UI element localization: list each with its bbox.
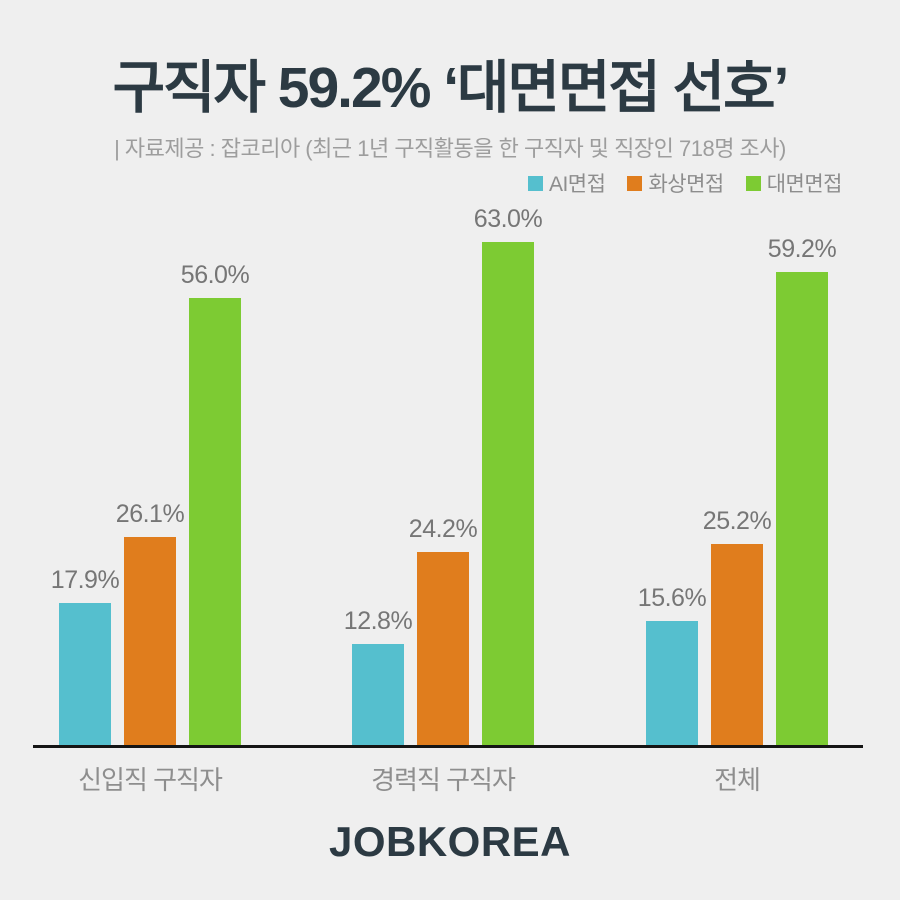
bar-group: 12.8% 24.2% 63.0% <box>344 198 543 746</box>
bar <box>124 537 176 746</box>
bar <box>417 552 469 746</box>
bar-column: 59.2% <box>768 235 837 746</box>
legend-swatch-icon <box>527 175 543 191</box>
category-label: 경력직 구직자 <box>371 765 516 795</box>
legend-item: 화상면접 <box>627 168 724 198</box>
chart-legend: AI면접 화상면접 대면면접 <box>527 168 843 198</box>
legend-label: AI면접 <box>548 173 606 196</box>
bar <box>352 643 404 746</box>
bar-value-label: 56.0% <box>180 261 250 289</box>
bar-value-label: 25.2% <box>702 507 772 536</box>
legend-swatch-icon <box>745 175 761 191</box>
bar-value-label: 26.1% <box>115 500 185 529</box>
category-label: 전체 <box>714 765 761 795</box>
bar-value-label: 24.2% <box>408 515 478 544</box>
category-label: 신입직 구직자 <box>78 765 223 795</box>
bar-column: 56.0% <box>181 261 250 746</box>
page-title: 구직자 59.2% ‘대면면접 선호’ <box>112 56 790 120</box>
bar-value-label: 17.9% <box>50 565 120 594</box>
bar-value-label: 59.2% <box>767 235 837 264</box>
legend-item: AI면접 <box>527 168 606 198</box>
bar-column: 63.0% <box>474 205 543 746</box>
bar-column: 15.6% <box>638 584 707 746</box>
bar-column: 26.1% <box>116 500 185 746</box>
x-axis-line <box>33 745 863 748</box>
jobkorea-logo: JOBKOREA <box>328 818 572 865</box>
bar-chart: 17.9% 26.1% 56.0% 신입직 구직자 12.8% 24.2% 63.0% 경력직… <box>33 198 863 795</box>
source-note: | 자료제공 : 잡코리아 (최근 1년 구직활동을 한 구직자 및 직장인 7… <box>114 136 786 161</box>
bar <box>776 272 828 746</box>
bar-column: 24.2% <box>409 515 478 746</box>
bar <box>189 298 241 746</box>
bar <box>482 242 534 746</box>
bar <box>646 621 698 746</box>
bar <box>711 544 763 746</box>
bar-group: 17.9% 26.1% 56.0% <box>51 198 250 746</box>
legend-item: 대면면접 <box>745 168 843 198</box>
bar <box>59 602 111 746</box>
legend-label: 대면면접 <box>766 173 843 196</box>
legend-swatch-icon <box>627 175 643 191</box>
bar-column: 17.9% <box>51 566 120 746</box>
bar-value-label: 63.0% <box>473 205 543 233</box>
bar-column: 12.8% <box>344 607 413 746</box>
bar-group: 15.6% 25.2% 59.2% <box>638 198 837 746</box>
legend-label: 화상면접 <box>648 173 724 196</box>
bar-value-label: 12.8% <box>343 606 413 635</box>
bar-value-label: 15.6% <box>637 584 707 613</box>
bar-column: 25.2% <box>703 507 772 746</box>
